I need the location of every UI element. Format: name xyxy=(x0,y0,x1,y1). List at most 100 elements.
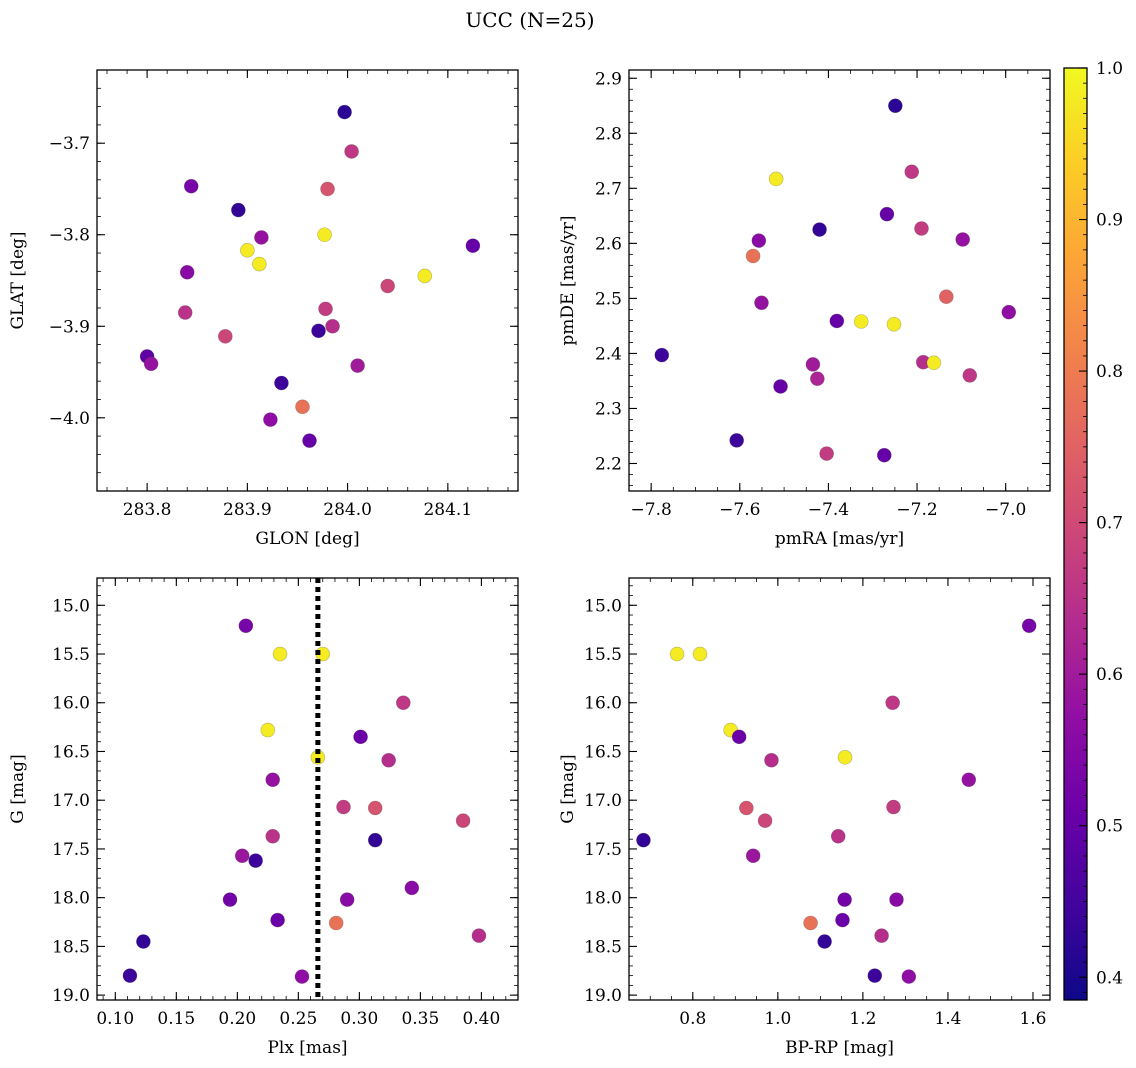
data-point xyxy=(344,144,359,159)
x-tick-label: 1.2 xyxy=(849,1009,876,1029)
data-point xyxy=(404,880,420,896)
panel-3: 0.10 0.15 0.20 0.25 0.30 0.35 0.40 15.0 15.5 16.0… xyxy=(8,577,519,1058)
data-point xyxy=(218,329,233,344)
y-tick-label: 17.5 xyxy=(52,840,90,860)
data-point xyxy=(465,238,481,254)
data-point xyxy=(265,828,281,844)
y-tick-label: 15.5 xyxy=(584,645,622,665)
y-tick-label: 18.5 xyxy=(584,937,622,957)
data-point xyxy=(177,305,193,320)
data-point xyxy=(270,912,285,928)
x-tick-label: 284.0 xyxy=(323,500,372,520)
plot-frame xyxy=(96,69,519,492)
plot-frame xyxy=(628,577,1051,1001)
data-point xyxy=(745,248,761,264)
y-tick-label: −4.0 xyxy=(49,409,90,429)
data-point xyxy=(914,221,929,236)
x-tick-label: 0.15 xyxy=(157,1009,195,1029)
data-point xyxy=(252,256,267,272)
data-point xyxy=(417,268,433,284)
data-point xyxy=(867,968,883,983)
data-point xyxy=(803,915,818,931)
data-point xyxy=(122,968,138,983)
x-axis-label: GLON [deg] xyxy=(255,529,359,549)
data-point xyxy=(380,278,395,294)
x-tick-label: −7.8 xyxy=(631,500,672,520)
x-tick-label: −7.6 xyxy=(719,500,760,520)
data-point xyxy=(955,232,970,247)
data-point xyxy=(751,233,767,248)
data-point xyxy=(260,722,276,738)
colorbar-tick-label: 0.5 xyxy=(1096,817,1123,837)
data-point xyxy=(886,799,901,815)
data-point xyxy=(231,202,246,218)
x-tick-label: 0.8 xyxy=(679,1009,706,1029)
data-point xyxy=(274,375,289,391)
data-point xyxy=(337,104,352,120)
data-point xyxy=(636,832,651,848)
data-point xyxy=(669,646,685,662)
data-point xyxy=(311,323,326,339)
data-point xyxy=(876,447,892,463)
data-point xyxy=(739,800,754,816)
y-tick-label: 17.0 xyxy=(52,791,90,811)
data-point xyxy=(1001,304,1017,320)
data-point xyxy=(886,316,902,332)
x-tick-label: 0.25 xyxy=(279,1009,317,1029)
x-tick-label: −7.4 xyxy=(808,500,849,520)
data-point xyxy=(336,799,351,815)
y-tick-label: 16.5 xyxy=(584,742,622,762)
panel-1: 283.8 283.9 284.0 284.1 −3.7 −3.8 −3.9 −4.0 GLON… xyxy=(8,69,519,549)
data-point xyxy=(901,969,917,984)
x-tick-label: −7.0 xyxy=(985,500,1026,520)
data-point xyxy=(773,379,788,394)
x-axis-label: BP-RP [mag] xyxy=(785,1038,894,1058)
x-axis-label: pmRA [mas/yr] xyxy=(775,529,904,549)
x-tick-label: 1.4 xyxy=(934,1009,961,1029)
y-tick-label: 2.3 xyxy=(595,399,622,419)
data-point xyxy=(302,433,317,448)
y-tick-label: −3.7 xyxy=(49,134,90,154)
y-tick-label: 18.0 xyxy=(52,889,90,909)
colorbar-tick-label: 0.8 xyxy=(1096,362,1123,382)
data-point xyxy=(471,928,487,943)
data-point xyxy=(817,934,832,949)
x-tick-label: 0.10 xyxy=(96,1009,134,1029)
data-point xyxy=(837,892,852,907)
data-point xyxy=(395,695,411,711)
data-point xyxy=(263,412,278,427)
data-point xyxy=(295,399,310,415)
data-point xyxy=(143,356,159,372)
colorbar-tick-label: 0.9 xyxy=(1096,211,1123,231)
data-point xyxy=(729,433,744,448)
data-point xyxy=(757,813,773,828)
data-point xyxy=(222,892,238,907)
y-tick-label: −3.9 xyxy=(49,317,90,337)
y-tick-label: 17.5 xyxy=(584,840,622,860)
colorbar-tick-label: 1.0 xyxy=(1096,59,1123,79)
panels: 283.8 283.9 284.0 284.1 −3.7 −3.8 −3.9 −4.0 GLON… xyxy=(8,69,1051,1058)
y-tick-label: −3.8 xyxy=(49,226,90,246)
data-point xyxy=(240,242,255,258)
x-tick-label: 0.30 xyxy=(340,1009,378,1029)
data-point xyxy=(926,355,942,371)
data-point xyxy=(381,752,396,768)
x-axis-label: Plx [mas] xyxy=(267,1038,347,1058)
y-tick-label: 2.6 xyxy=(595,234,622,254)
chart-title: UCC (N=25) xyxy=(465,8,594,32)
y-tick-label: 18.0 xyxy=(584,889,622,909)
data-point xyxy=(885,695,900,711)
data-point xyxy=(320,181,335,197)
y-tick-label: 2.4 xyxy=(595,344,622,364)
colorbar-tick-label: 0.7 xyxy=(1096,514,1123,534)
data-point xyxy=(879,206,895,222)
y-axis-label: pmDE [mas/yr] xyxy=(558,215,578,345)
data-point xyxy=(367,832,383,848)
y-tick-label: 19.0 xyxy=(52,986,90,1006)
y-tick-label: 2.5 xyxy=(595,289,622,309)
y-tick-label: 2.9 xyxy=(595,69,622,89)
data-point xyxy=(254,230,269,245)
x-tick-label: 1.6 xyxy=(1019,1009,1046,1029)
data-point xyxy=(265,772,281,788)
data-point xyxy=(874,928,889,943)
